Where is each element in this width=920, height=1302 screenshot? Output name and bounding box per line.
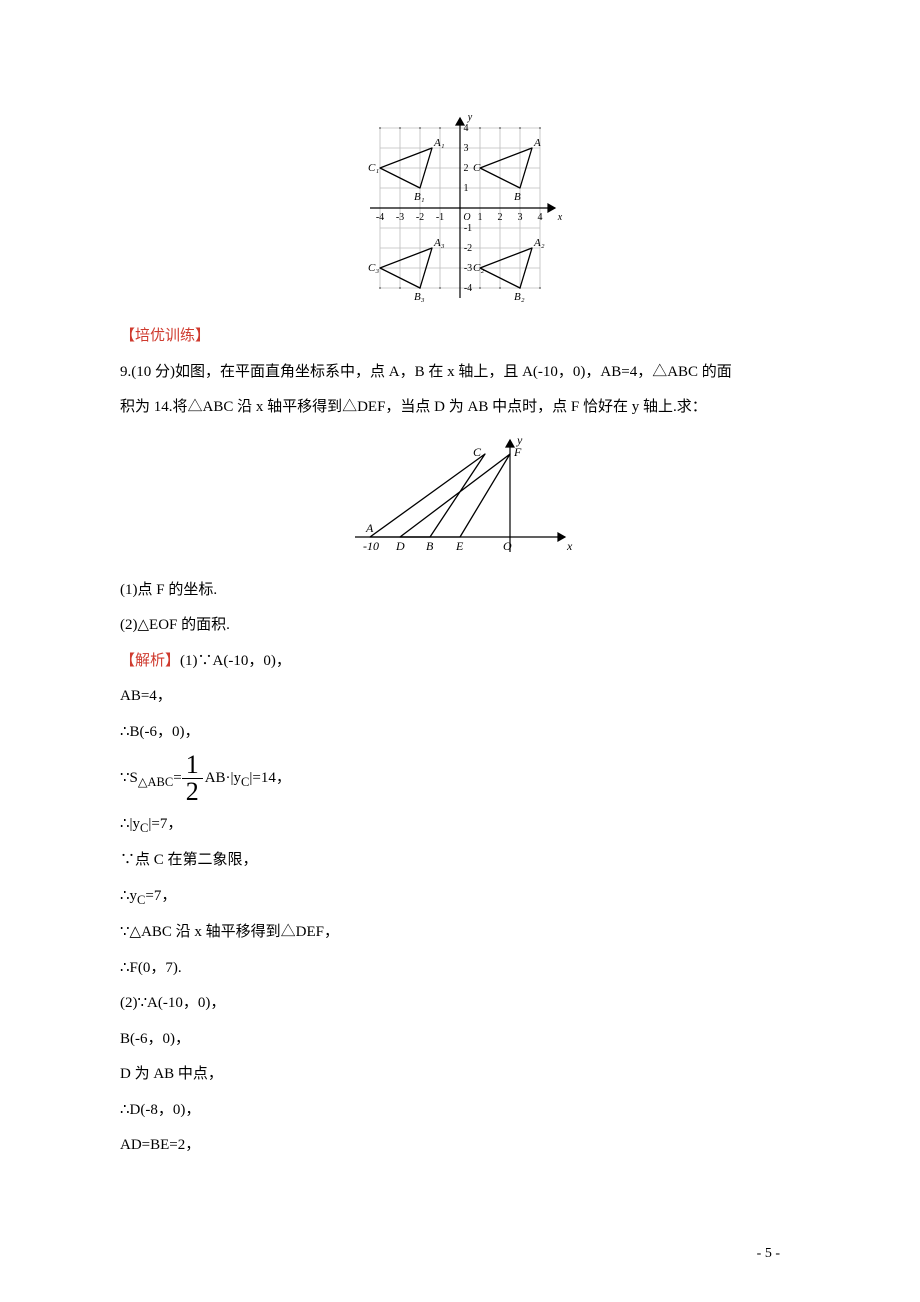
svg-text:-1: -1 xyxy=(436,212,444,223)
svg-text:B: B xyxy=(514,191,521,203)
sol-l4-eq: = xyxy=(173,770,181,786)
sol-l7-a: ∴y xyxy=(120,888,137,904)
sol-l5-tail: |=7， xyxy=(148,816,182,832)
svg-text:A₃: A₃ xyxy=(433,237,445,249)
figure2-svg: A -10 D B E O C F x y xyxy=(345,432,575,562)
sol-l5: ∴|yC|=7， xyxy=(120,809,800,841)
sol-l12: D 为 AB 中点， xyxy=(120,1059,800,1091)
svg-text:4: 4 xyxy=(538,212,543,223)
svg-text:2: 2 xyxy=(498,212,503,223)
fraction-half: 12 xyxy=(182,752,203,805)
svg-text:1: 1 xyxy=(464,183,469,194)
svg-text:B: B xyxy=(426,539,434,553)
svg-text:A₂: A₂ xyxy=(533,237,545,249)
svg-text:A: A xyxy=(365,521,374,535)
section-header: 【培优训练】 xyxy=(120,321,800,353)
sol-l8: ∵△ABC 沿 x 轴平移得到△DEF， xyxy=(120,917,800,949)
figure1-svg: -4 -3 -2 -1 1 2 3 4 1 2 3 4 -1 -2 -3 -4 O x y C B A xyxy=(350,108,570,308)
svg-text:x: x xyxy=(557,212,563,223)
question-1: (1)点 F 的坐标. xyxy=(120,575,800,607)
sol-l4-sub: △ABC xyxy=(138,775,173,789)
sol-l7-tail: =7， xyxy=(145,888,176,904)
svg-text:O: O xyxy=(463,212,470,223)
frac-den: 2 xyxy=(182,779,203,805)
svg-text:-4: -4 xyxy=(376,212,384,223)
svg-text:C: C xyxy=(473,162,481,174)
page-number: - 5 - xyxy=(757,1246,780,1262)
svg-text:-2: -2 xyxy=(416,212,424,223)
sol-l9: ∴F(0，7). xyxy=(120,953,800,985)
svg-text:C₃: C₃ xyxy=(368,262,379,274)
sol-l14: AD=BE=2， xyxy=(120,1130,800,1162)
svg-text:F: F xyxy=(513,445,522,459)
svg-text:3: 3 xyxy=(464,143,469,154)
sol-l4: ∵S△ABC=12AB·|yC|=14， xyxy=(120,752,800,805)
frac-num: 1 xyxy=(182,752,203,779)
sol-l13: ∴D(-8，0)， xyxy=(120,1095,800,1127)
svg-text:-1: -1 xyxy=(464,223,472,234)
svg-text:C: C xyxy=(473,445,482,459)
sol-l2: AB=4， xyxy=(120,681,800,713)
svg-text:y: y xyxy=(467,112,473,123)
sol-l7: ∴yC=7， xyxy=(120,881,800,913)
svg-text:C₁: C₁ xyxy=(368,162,379,174)
svg-text:A: A xyxy=(533,137,541,149)
sol-l10: (2)∵A(-10，0)， xyxy=(120,988,800,1020)
svg-text:x: x xyxy=(566,539,573,553)
svg-text:-2: -2 xyxy=(464,243,472,254)
svg-text:B₃: B₃ xyxy=(414,291,425,303)
translation-figure: A -10 D B E O C F x y xyxy=(120,432,800,567)
svg-text:4: 4 xyxy=(464,123,469,134)
problem-line1: 9.(10 分)如图，在平面直角坐标系中，点 A，B 在 x 轴上，且 A(-1… xyxy=(120,357,800,389)
sol-l6: ∵点 C 在第二象限， xyxy=(120,845,800,877)
sol-l4-prefix: ∵S xyxy=(120,770,138,786)
svg-text:B₂: B₂ xyxy=(514,291,525,303)
svg-text:O: O xyxy=(503,539,512,553)
solution-header: 【解析】 xyxy=(120,653,180,669)
svg-text:-3: -3 xyxy=(464,263,472,274)
svg-text:-3: -3 xyxy=(396,212,404,223)
sol-l1: (1)∵A(-10，0)， xyxy=(180,653,291,669)
sol-l4-tail: AB·|y xyxy=(205,770,241,786)
problem-line2: 积为 14.将△ABC 沿 x 轴平移得到△DEF，当点 D 为 AB 中点时，… xyxy=(120,392,800,424)
svg-text:A₁: A₁ xyxy=(433,137,445,149)
svg-text:y: y xyxy=(516,433,523,447)
svg-text:2: 2 xyxy=(464,163,469,174)
svg-text:D: D xyxy=(395,539,405,553)
svg-text:3: 3 xyxy=(518,212,523,223)
svg-text:E: E xyxy=(455,539,464,553)
question-2: (2)△EOF 的面积. xyxy=(120,610,800,642)
sol-l11: B(-6，0)， xyxy=(120,1024,800,1056)
sol-l4-tail2: |=14， xyxy=(249,770,290,786)
svg-text:-10: -10 xyxy=(363,539,379,553)
svg-text:B₁: B₁ xyxy=(414,191,425,203)
svg-text:-4: -4 xyxy=(464,283,472,294)
sol-l5-a: ∴|y xyxy=(120,816,140,832)
grid-triangles-figure: -4 -3 -2 -1 1 2 3 4 1 2 3 4 -1 -2 -3 -4 O x y C B A xyxy=(120,108,800,313)
svg-text:1: 1 xyxy=(478,212,483,223)
svg-text:C₂: C₂ xyxy=(473,262,484,274)
sol-l3: ∴B(-6，0)， xyxy=(120,717,800,749)
solution-line-1: 【解析】(1)∵A(-10，0)， xyxy=(120,646,800,678)
